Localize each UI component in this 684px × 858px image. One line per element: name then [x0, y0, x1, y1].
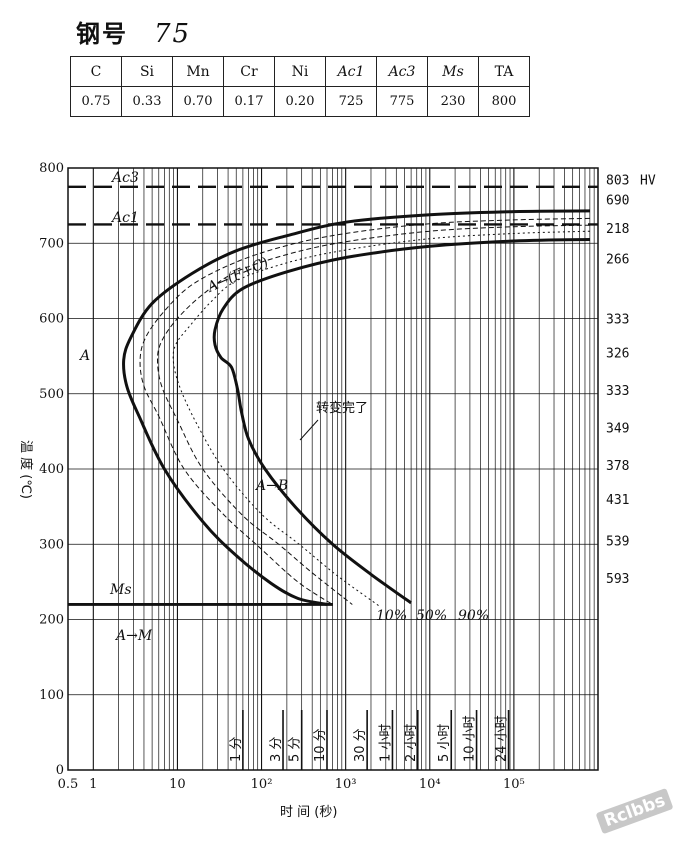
time-mark-label: 10 小时: [463, 715, 478, 762]
time-mark-label: 1 分: [229, 737, 244, 762]
annotation-transform-finish: 转变完了: [316, 400, 368, 416]
hardness-column: 803 HV 690 218 266 333 326 333 349 378 431 539 593: [606, 173, 656, 587]
y-tick-label: 500: [39, 387, 64, 402]
steel-grade: 75: [154, 19, 192, 49]
header-cell: Ac1: [325, 56, 377, 87]
transformation-curve-3: [157, 224, 590, 605]
label-50-percent: 50%: [416, 608, 447, 624]
time-mark-label: 10 分: [313, 728, 328, 762]
time-mark-label: 1 小时: [378, 724, 393, 762]
tick-labels: 0 100 200 300 400 500 600 700 800 0.5 1 10 10² 10³ 10⁴…: [39, 161, 525, 792]
value-cell: 0.33: [121, 86, 173, 117]
y-tick-label: 100: [39, 688, 64, 703]
time-mark-label: 5 小时: [437, 724, 452, 762]
time-mark-label: 5 分: [288, 737, 303, 762]
header-cell: Cr: [223, 56, 275, 87]
x-tick-label: 10³: [335, 777, 357, 792]
hardness-unit: HV: [640, 173, 656, 188]
value-cell: 725: [325, 86, 377, 117]
hardness-value: 539: [606, 534, 629, 549]
hardness-value: 326: [606, 346, 629, 361]
hardness-value: 431: [606, 493, 629, 508]
time-mark-label: 2 小时: [404, 724, 419, 762]
time-mark-label: 24 小时: [495, 715, 510, 762]
curves: [122, 209, 590, 607]
annotation-ac3: Ac3: [110, 170, 139, 186]
y-tick-label: 0: [56, 763, 64, 778]
annotation-ms: Ms: [109, 582, 132, 598]
label-10-percent: 10%: [376, 608, 407, 624]
composition-value-row: 0.75 0.33 0.70 0.17 0.20 725 775 230 800: [70, 86, 530, 117]
hardness-value: 218: [606, 222, 629, 237]
y-tick-label: 600: [39, 312, 64, 327]
value-cell: 800: [478, 86, 530, 117]
annotation-martensite: A→M: [114, 628, 153, 644]
y-tick-label: 300: [39, 537, 64, 552]
y-tick-label: 800: [39, 161, 64, 176]
composition-header-row: C Si Mn Cr Ni Ac1 Ac3 Ms TA: [70, 56, 530, 87]
value-cell: 230: [427, 86, 479, 117]
x-tick-label: 0.5: [58, 777, 79, 792]
hardness-value: 803: [606, 173, 629, 188]
grid: [68, 168, 598, 770]
transformation-curve-4: [172, 230, 590, 607]
x-tick-label: 10²: [251, 777, 273, 792]
header-cell: C: [70, 56, 122, 87]
hardness-value: 266: [606, 252, 629, 267]
hardness-value: 378: [606, 459, 629, 474]
annotation-ac1: Ac1: [110, 210, 139, 226]
plot-frame: [67, 167, 599, 771]
hardness-value: 593: [606, 572, 629, 587]
time-marks: 1 分 3 分 5 分 10 分 30 分 1 小时 2 小时 5 小时 10 小时 24 小时: [229, 710, 510, 770]
annotation-austenite: A: [78, 348, 90, 364]
steel-label: 钢号: [76, 19, 128, 48]
transformation-curve-2: [139, 217, 590, 605]
y-tick-label: 400: [39, 462, 64, 477]
hardness-value: 333: [606, 313, 629, 328]
transformation-curve-1: [122, 209, 590, 606]
value-cell: 0.17: [223, 86, 275, 117]
composition-table: C Si Mn Cr Ni Ac1 Ac3 Ms TA 0.75 0.33 0.…: [70, 56, 530, 117]
x-axis-label: 时 间 (秒): [280, 805, 337, 820]
transformation-curve-5: [212, 238, 590, 605]
x-tick-label: 10⁴: [419, 777, 441, 792]
value-cell: 0.75: [70, 86, 122, 117]
time-mark-label: 30 分: [353, 728, 368, 762]
header-cell: Ac3: [376, 56, 428, 87]
time-mark-label: 3 分: [269, 737, 284, 762]
y-tick-label: 200: [39, 613, 64, 628]
y-axis-label: 温 度 (℃): [18, 440, 34, 499]
annotation-bainite: A→B: [254, 478, 288, 494]
header-cell: TA: [478, 56, 530, 87]
x-tick-label: 1: [89, 777, 97, 792]
x-tick-label: 10: [169, 777, 186, 792]
hardness-value: 349: [606, 422, 629, 437]
hardness-value: 690: [606, 194, 629, 209]
value-cell: 775: [376, 86, 428, 117]
x-tick-label: 10⁵: [503, 777, 525, 792]
y-tick-label: 700: [39, 236, 64, 251]
value-cell: 0.20: [274, 86, 326, 117]
label-90-percent: 90%: [458, 608, 489, 624]
hardness-value: 333: [606, 384, 629, 399]
steel-grade-title: 钢号 75: [76, 14, 191, 49]
header-cell: Ni: [274, 56, 326, 87]
annotation-leader: [299, 419, 319, 441]
